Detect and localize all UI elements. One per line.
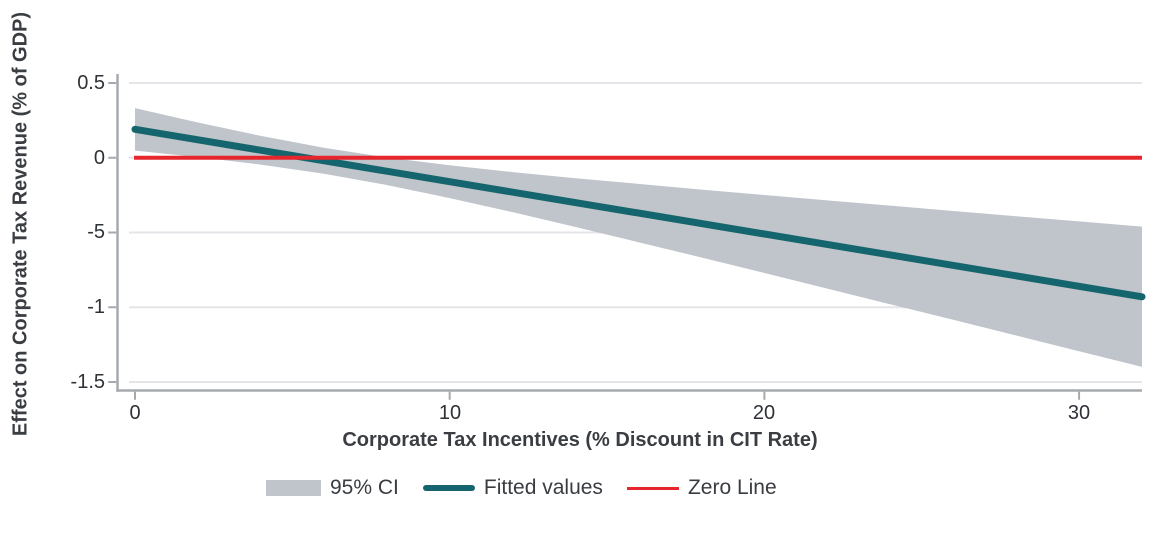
x-axis-title: Corporate Tax Incentives (% Discount in … (342, 429, 818, 451)
y-tick-label: -1.5 (70, 371, 105, 393)
legend-label: Zero Line (687, 476, 777, 499)
x-tick-label: 30 (1067, 402, 1091, 424)
legend-item-ci: 95% CI (266, 476, 399, 500)
legend: 95% CI Fitted values Zero Line (266, 476, 777, 500)
legend-item-fitted: Fitted values (422, 476, 603, 500)
y-tick-label: -1 (87, 296, 105, 318)
x-tick-label: 0 (129, 402, 141, 424)
y-tick-label: 0 (93, 147, 105, 169)
x-tick-label: 10 (438, 402, 462, 424)
ci-band-swatch-icon (266, 480, 321, 496)
zero-line-swatch-icon (626, 486, 679, 490)
legend-item-zero: Zero Line (626, 476, 777, 500)
fitted-line-swatch-icon (422, 485, 475, 491)
y-tick-label: -5 (87, 221, 105, 243)
legend-label: Fitted values (483, 476, 603, 499)
y-tick-label: 0.5 (77, 72, 105, 94)
legend-label: 95% CI (330, 476, 399, 499)
x-tick-label: 20 (752, 402, 776, 424)
